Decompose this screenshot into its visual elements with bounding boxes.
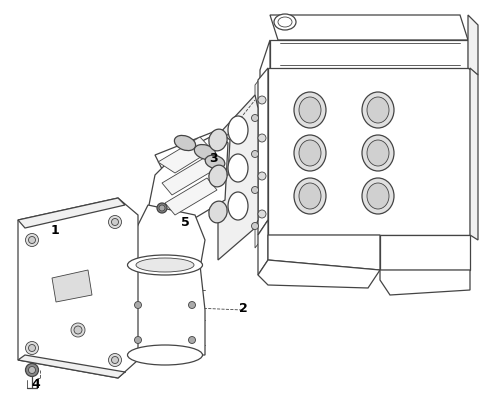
Polygon shape [268,235,380,270]
Ellipse shape [252,150,259,158]
Ellipse shape [367,183,389,209]
Ellipse shape [252,223,259,229]
Ellipse shape [205,155,225,169]
Polygon shape [218,95,258,260]
Polygon shape [258,220,268,275]
Text: 3: 3 [209,152,217,164]
Polygon shape [255,72,265,248]
Ellipse shape [174,136,196,151]
Polygon shape [468,15,478,75]
Polygon shape [165,178,217,215]
Ellipse shape [209,129,227,151]
Polygon shape [18,198,138,378]
Polygon shape [260,40,270,100]
Polygon shape [130,205,205,288]
Text: 2: 2 [239,302,247,314]
Polygon shape [18,198,125,228]
Polygon shape [268,68,470,235]
Ellipse shape [228,116,248,144]
Ellipse shape [108,215,121,229]
Ellipse shape [128,255,203,275]
Ellipse shape [299,183,321,209]
Ellipse shape [252,115,259,122]
Ellipse shape [362,92,394,128]
Polygon shape [125,265,205,355]
Polygon shape [258,68,268,235]
Polygon shape [158,137,212,173]
Text: 1: 1 [50,223,60,237]
Ellipse shape [278,17,292,27]
Ellipse shape [194,144,216,160]
Ellipse shape [294,135,326,171]
Ellipse shape [74,326,82,334]
Ellipse shape [111,356,119,363]
Ellipse shape [134,336,142,344]
Ellipse shape [228,192,248,220]
Ellipse shape [367,140,389,166]
Polygon shape [148,133,228,225]
Ellipse shape [299,140,321,166]
Ellipse shape [159,205,165,211]
Polygon shape [162,158,214,195]
Ellipse shape [128,345,203,365]
Ellipse shape [228,154,248,182]
Ellipse shape [189,336,195,344]
Ellipse shape [111,219,119,225]
Polygon shape [52,270,92,302]
Polygon shape [270,40,468,70]
Ellipse shape [367,97,389,123]
Ellipse shape [108,354,121,367]
Ellipse shape [28,367,36,373]
Text: 5: 5 [180,215,190,229]
Ellipse shape [209,201,227,223]
Ellipse shape [258,96,266,104]
Polygon shape [155,130,230,195]
Ellipse shape [157,203,167,213]
Ellipse shape [136,258,194,272]
Text: 4: 4 [32,379,40,391]
Polygon shape [18,355,125,378]
Polygon shape [470,68,478,240]
Ellipse shape [28,344,36,352]
Polygon shape [380,270,470,295]
Ellipse shape [71,323,85,337]
Ellipse shape [299,97,321,123]
Ellipse shape [25,233,38,247]
Ellipse shape [25,363,38,377]
Ellipse shape [189,302,195,308]
Polygon shape [380,235,470,270]
Ellipse shape [28,237,36,243]
Ellipse shape [258,210,266,218]
Ellipse shape [134,302,142,308]
Ellipse shape [362,178,394,214]
Polygon shape [258,260,380,288]
Ellipse shape [25,342,38,354]
Ellipse shape [209,165,227,187]
Ellipse shape [274,14,296,30]
Ellipse shape [294,178,326,214]
Ellipse shape [362,135,394,171]
Ellipse shape [258,134,266,142]
Polygon shape [270,15,468,40]
Ellipse shape [294,92,326,128]
Ellipse shape [258,172,266,180]
Ellipse shape [252,186,259,194]
